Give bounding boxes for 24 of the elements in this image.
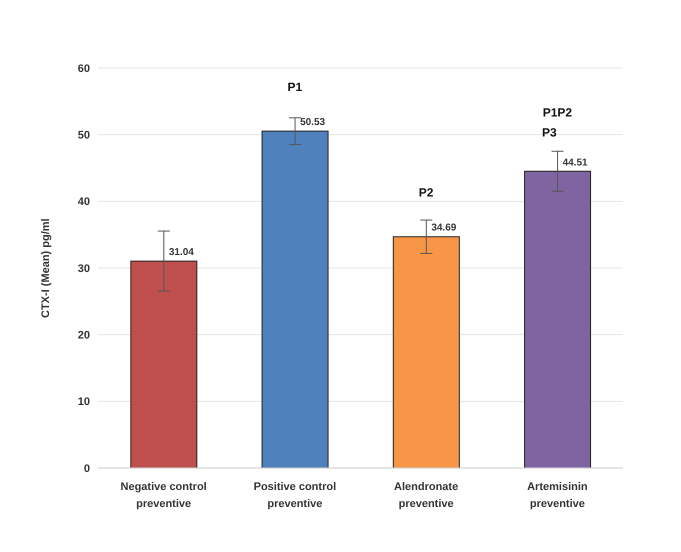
data-label: 44.51 — [562, 157, 588, 168]
y-tick-label: 40 — [78, 196, 90, 208]
x-tick-label: Negative control preventive — [120, 481, 207, 510]
y-axis-title: CTX-I (Mean) pg/ml — [40, 218, 52, 318]
bar — [524, 170, 592, 468]
x-tick-label: Alendronate preventive — [394, 481, 458, 510]
annotation: P1P2 — [542, 105, 572, 120]
annotation: P2 — [418, 186, 434, 200]
data-label: 31.04 — [168, 247, 194, 258]
bar — [130, 260, 198, 468]
bar — [262, 130, 329, 468]
data-label: 50.53 — [300, 117, 326, 128]
annotation: P3 — [542, 125, 558, 140]
x-tick-label: Positive control preventive — [254, 481, 336, 510]
x-tick-label: Artemisinin preventive — [527, 481, 588, 510]
data-label: 34.69 — [431, 222, 457, 234]
y-tick-label: 10 — [78, 396, 90, 408]
y-tick-label: 60 — [78, 62, 90, 75]
annotation: P1 — [288, 80, 303, 94]
y-tick-label: 0 — [84, 462, 90, 475]
y-tick-label: 30 — [78, 262, 90, 275]
bar — [392, 236, 460, 468]
y-tick-label: 20 — [78, 330, 90, 342]
y-tick-label: 50 — [78, 130, 90, 142]
